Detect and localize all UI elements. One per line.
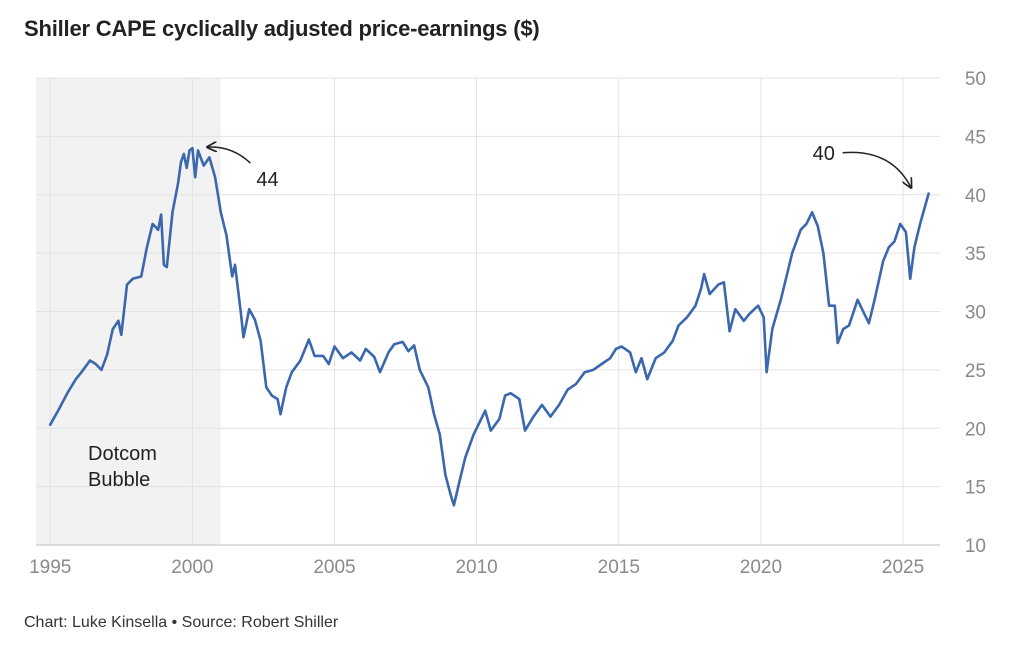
y-tick-label: 30 (965, 303, 986, 324)
y-tick-label: 40 (965, 186, 986, 207)
annotation-arrow-peak (208, 147, 251, 164)
chart-title: Shiller CAPE cyclically adjusted price-e… (24, 16, 540, 41)
cape-series-line (48, 146, 930, 507)
y-tick-label: 50 (965, 69, 986, 90)
annotation-current-label: 40 (813, 143, 835, 165)
x-tick-label: 1995 (29, 557, 71, 578)
y-tick-label: 25 (965, 361, 986, 382)
dotcom-label-line: Dotcom (88, 443, 157, 465)
dotcom-label: Dotcom Bubble (88, 443, 157, 491)
x-tick-label: 2000 (171, 557, 213, 578)
source-note: Chart: Luke Kinsella • Source: Robert Sh… (24, 614, 339, 631)
x-tick-label: 2005 (313, 557, 355, 578)
y-tick-label: 10 (965, 536, 986, 557)
y-tick-label: 20 (965, 419, 986, 440)
annotation-peak-label: 44 (256, 169, 278, 191)
annotation-arrow-current (842, 151, 911, 186)
y-tick-label: 35 (965, 244, 986, 265)
y-tick-label: 15 (965, 478, 986, 499)
x-tick-label: 2020 (740, 557, 782, 578)
x-tick-label: 2025 (882, 557, 924, 578)
x-tick-label: 2015 (598, 557, 640, 578)
dotcom-label-line: Bubble (88, 469, 150, 491)
y-tick-label: 45 (965, 127, 986, 148)
x-tick-label: 2010 (455, 557, 497, 578)
